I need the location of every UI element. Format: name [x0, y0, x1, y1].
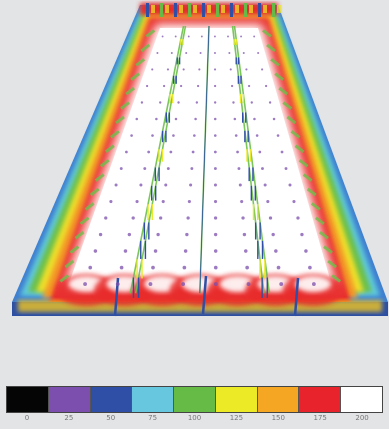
- illuminance-heatmap: [12, 3, 388, 317]
- legend-swatch: [341, 387, 383, 412]
- legend-label: 175: [313, 414, 327, 422]
- legend-swatch: [215, 387, 258, 412]
- top-wall-pattern: [140, 3, 281, 17]
- legend-label: 200: [355, 414, 369, 422]
- legend-swatches: [6, 386, 383, 413]
- legend-label: 75: [148, 414, 158, 422]
- legend-swatch: [299, 387, 342, 412]
- side-light-streaks: [59, 29, 342, 283]
- legend-swatch: [90, 387, 133, 412]
- legend-labels: 0 25 50 75 100 125 150 175 200: [6, 413, 383, 424]
- legend-swatch: [174, 387, 216, 412]
- legend-label: 50: [106, 414, 116, 422]
- legend-swatch: [257, 387, 300, 412]
- rack-aisle-lines: [113, 25, 300, 317]
- legend-label: 0: [24, 414, 30, 422]
- legend-label: 125: [229, 414, 244, 422]
- legend-label: 100: [187, 414, 202, 422]
- color-scale-legend: 0 25 50 75 100 125 150 175 200: [6, 386, 383, 424]
- legend-swatch: [7, 387, 49, 412]
- legend-label: 150: [271, 414, 285, 422]
- legend-swatch: [48, 387, 91, 412]
- measurement-points: [83, 35, 316, 286]
- legend-label: 25: [64, 414, 74, 422]
- legend-swatch: [132, 387, 175, 412]
